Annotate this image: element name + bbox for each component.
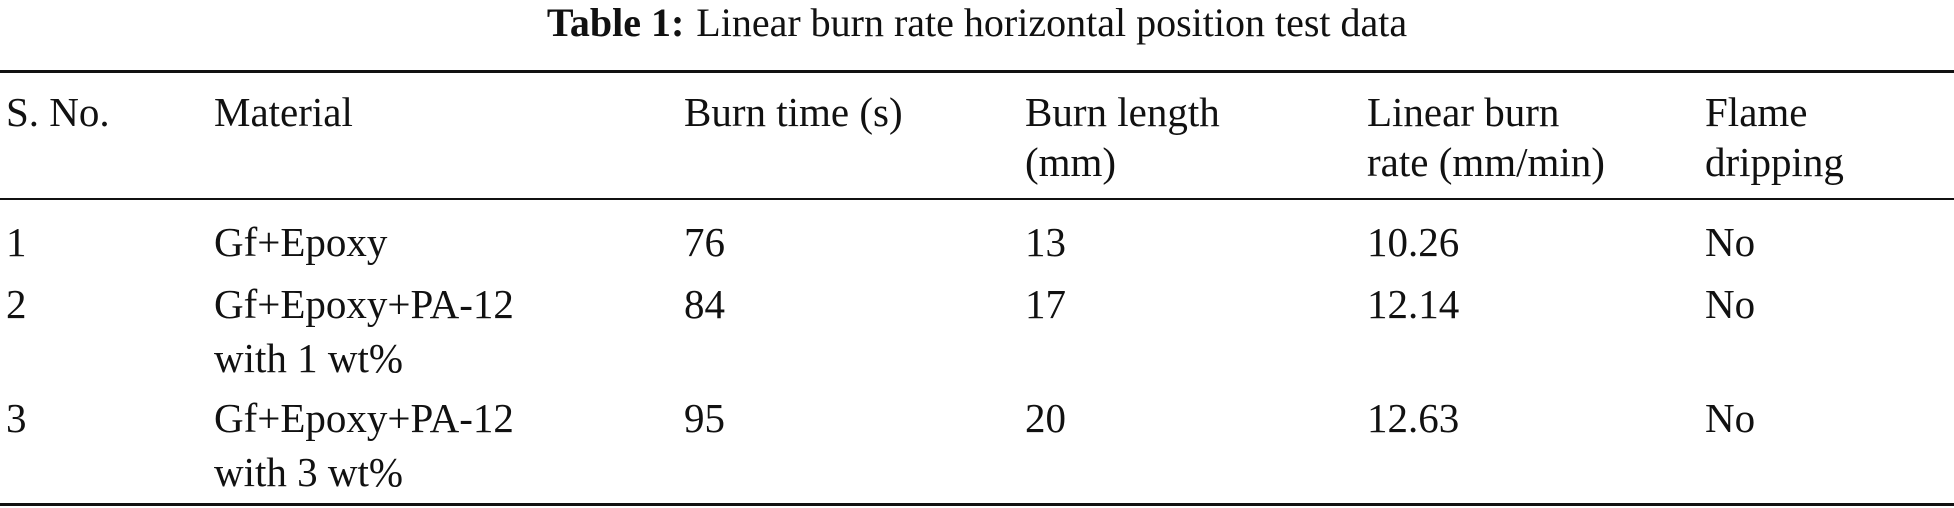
header-cell: (mm) [1025,139,1117,185]
header-cell: Material [214,89,353,135]
table-cell: with 1 wt% [214,335,404,381]
header-cell: rate (mm/min) [1367,139,1605,185]
title-text: Linear burn rate horizontal position tes… [696,0,1408,45]
table-cell: 95 [684,395,725,441]
table-cell: Gf+Epoxy [214,219,388,265]
table-title: Table 1: Linear burn rate horizontal posi… [0,0,1954,46]
table-cell: 12.14 [1367,281,1460,327]
header-cell: dripping [1705,139,1844,185]
header-rule [0,198,1954,200]
table-cell: with 3 wt% [214,449,404,495]
table-cell: 2 [6,281,27,327]
top-rule [0,70,1954,73]
table-cell: 3 [6,395,27,441]
header-cell: Flame [1705,89,1808,135]
table-cell: 76 [684,219,725,265]
table-cell: No [1705,281,1756,327]
header-cell: Burn length [1025,89,1220,135]
title-label: Table 1: [546,0,685,45]
table-cell: 20 [1025,395,1066,441]
header-cell: S. No. [6,89,110,135]
table-cell: 17 [1025,281,1066,327]
table-cell: 12.63 [1367,395,1460,441]
table-cell: 84 [684,281,725,327]
table-cell: No [1705,395,1756,441]
header-cell: Burn time (s) [684,89,903,135]
bottom-rule [0,503,1954,506]
table-cell: 10.26 [1367,219,1460,265]
table-cell: 1 [6,219,27,265]
table-cell: 13 [1025,219,1066,265]
table-cell: Gf+Epoxy+PA-12 [214,395,514,441]
header-cell: Linear burn [1367,89,1560,135]
table-cell: No [1705,219,1756,265]
table-cell: Gf+Epoxy+PA-12 [214,281,514,327]
